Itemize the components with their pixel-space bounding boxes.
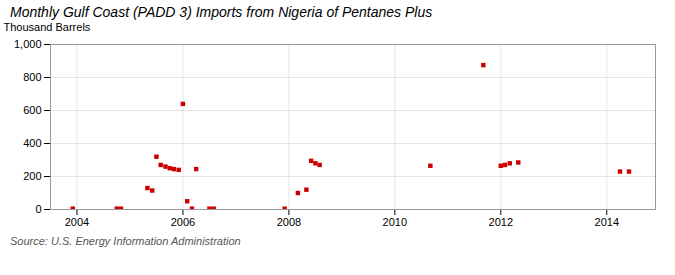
svg-text:2014: 2014 [595, 216, 619, 228]
svg-text:0: 0 [35, 203, 41, 215]
svg-text:2008: 2008 [277, 216, 301, 228]
svg-text:2004: 2004 [65, 216, 89, 228]
svg-text:600: 600 [23, 104, 41, 116]
svg-text:800: 800 [23, 71, 41, 83]
html-text:Monthly Gulf Coast (PADD 3) Im: Monthly Gulf Coast (PADD 3) Imports from… [10, 4, 433, 20]
svg-text:2010: 2010 [383, 216, 407, 228]
svg-text:Thousand Barrels: Thousand Barrels [4, 21, 91, 33]
svg-text:1,000: 1,000 [14, 38, 42, 50]
svg-text:2006: 2006 [171, 216, 195, 228]
svg-text:200: 200 [23, 170, 41, 182]
html-text:Source: U.S. Energy Informatio: Source: U.S. Energy Information Administ… [10, 235, 241, 247]
svg-text:400: 400 [23, 137, 41, 149]
svg-text:2012: 2012 [489, 216, 513, 228]
